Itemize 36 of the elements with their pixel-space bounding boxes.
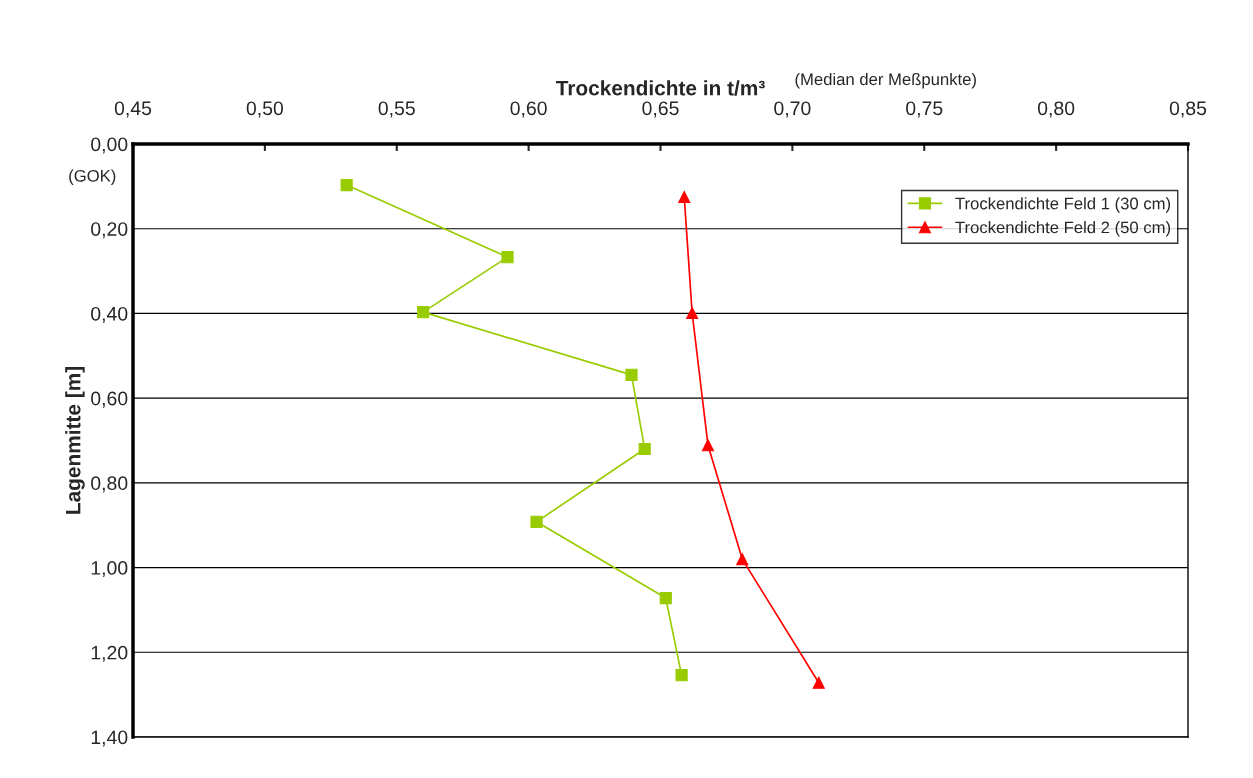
point [678, 190, 691, 204]
point [686, 306, 699, 320]
text: (GOK) [69, 169, 116, 185]
x-tick-label: 0,55 [378, 101, 415, 118]
y-tick-label: 0,20 [91, 222, 128, 239]
point [638, 442, 651, 456]
point [675, 669, 688, 682]
y-tick-label: 1,00 [91, 561, 128, 578]
text: (Median der Meßpunkte) [795, 72, 976, 89]
x-tick-label: 0,80 [1037, 101, 1075, 118]
x-tick-label: 0,65 [642, 101, 679, 118]
x-tick-label: 0,85 [1169, 101, 1207, 118]
point [501, 251, 514, 264]
point [736, 553, 749, 566]
point [659, 591, 672, 605]
x-tick-label: 0,75 [906, 101, 943, 118]
legend-label: Trockendichte Feld 1 (30 cm) [955, 197, 1171, 213]
point [812, 676, 825, 689]
y-tick-label: 0,80 [91, 476, 128, 493]
x-axis-title: Trockendichte in t/m³ [555, 80, 765, 96]
point [625, 368, 638, 381]
y-tick-label: 0,60 [91, 391, 128, 408]
x-tick-label: 0,45 [114, 101, 152, 118]
legend-label: Trockendichte Feld 2 (50 cm) [955, 221, 1171, 237]
x-tick-label: 0,60 [510, 101, 547, 118]
point [417, 306, 430, 319]
x-tick-label: 0,50 [246, 101, 284, 118]
y-tick-label: 0,00 [91, 137, 128, 154]
y-tick-label: 1,40 [91, 730, 128, 747]
y-axis-title: Lagenmitte [m] [65, 367, 85, 514]
x-tick-label: 0,70 [774, 101, 811, 118]
y-tick-label: 1,20 [91, 645, 128, 662]
point [530, 515, 543, 528]
y-tick-label: 0,40 [91, 306, 128, 323]
point [340, 179, 353, 192]
point [701, 439, 715, 452]
